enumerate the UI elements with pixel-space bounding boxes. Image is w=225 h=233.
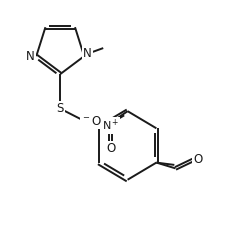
Text: N: N: [26, 50, 35, 63]
Text: $^-$O: $^-$O: [81, 115, 102, 128]
Text: S: S: [56, 102, 64, 115]
Text: N: N: [83, 47, 92, 60]
Text: N$^+$: N$^+$: [101, 117, 119, 133]
Text: O: O: [106, 142, 115, 155]
Text: O: O: [192, 153, 202, 166]
